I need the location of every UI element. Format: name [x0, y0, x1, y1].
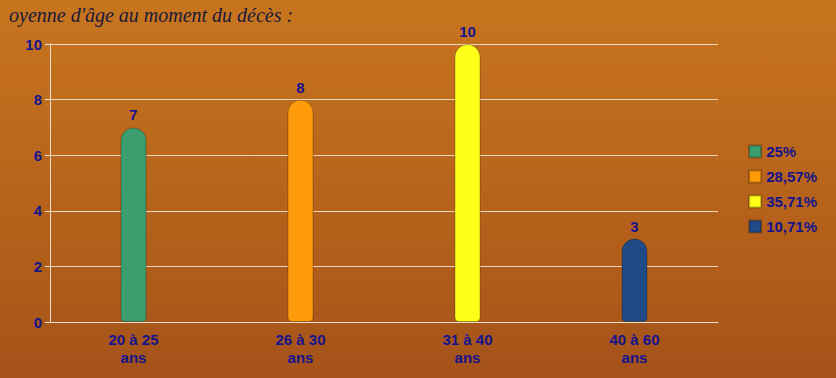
svg-text:31 à 40: 31 à 40 — [442, 331, 492, 348]
svg-text:2: 2 — [34, 258, 42, 275]
svg-text:oyenne d'âge au moment du décè: oyenne d'âge au moment du décès : — [9, 4, 293, 27]
svg-text:8: 8 — [34, 91, 42, 108]
svg-text:26 à 30: 26 à 30 — [275, 331, 325, 348]
svg-text:10: 10 — [25, 36, 42, 53]
svg-text:10: 10 — [459, 23, 476, 40]
svg-text:10,71%: 10,71% — [766, 218, 817, 235]
svg-text:ans: ans — [288, 349, 314, 366]
svg-text:28,57%: 28,57% — [766, 168, 817, 185]
svg-text:0: 0 — [34, 314, 42, 331]
svg-text:ans: ans — [121, 349, 147, 366]
svg-text:6: 6 — [34, 147, 42, 164]
svg-text:20 à 25: 20 à 25 — [108, 331, 158, 348]
svg-text:ans: ans — [622, 349, 648, 366]
svg-text:25%: 25% — [766, 143, 796, 160]
svg-text:ans: ans — [455, 349, 481, 366]
svg-text:7: 7 — [129, 106, 137, 123]
svg-text:40 à 60: 40 à 60 — [609, 331, 659, 348]
svg-text:35,71%: 35,71% — [766, 193, 817, 210]
svg-text:3: 3 — [630, 218, 638, 235]
svg-text:4: 4 — [34, 202, 43, 219]
svg-text:8: 8 — [296, 79, 304, 96]
